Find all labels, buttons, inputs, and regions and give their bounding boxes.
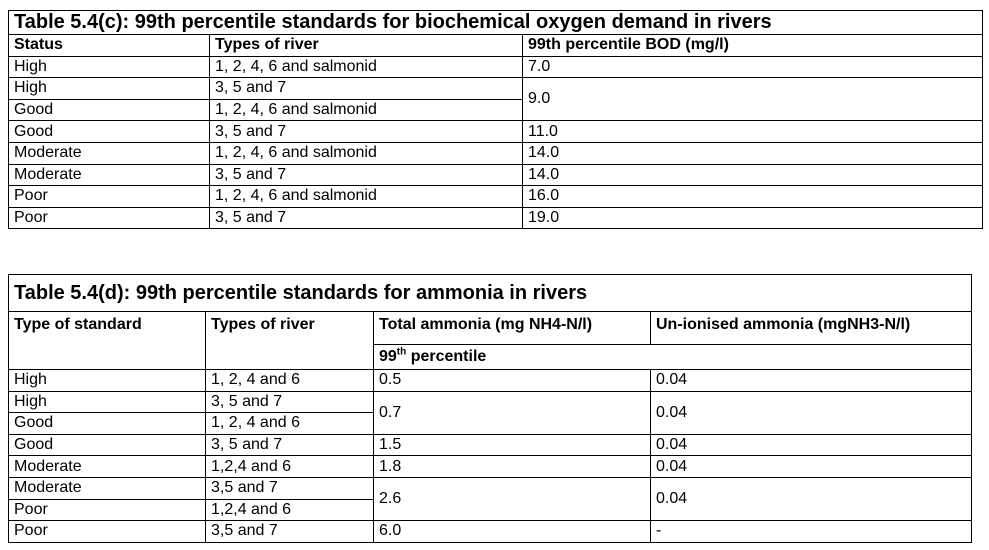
column-header: Status	[8, 34, 210, 57]
unionised-ammonia-cell: 0.04	[650, 369, 972, 392]
bod-value-cell: 14.0	[522, 163, 983, 187]
percentile-label: percentile	[406, 348, 487, 365]
table-title: Table 5.4(d): 99th percentile standards …	[8, 274, 972, 312]
status-cell: Good	[8, 98, 210, 122]
table-row: Poor 1, 2, 4, 6 and salmonid 16.0	[8, 185, 983, 208]
table-row: Poor 3,5 and 7 6.0 -	[8, 520, 972, 543]
total-ammonia-cell: 1.8	[373, 455, 651, 478]
status-cell: High	[8, 390, 206, 414]
status-cell: Good	[8, 120, 210, 143]
status-cell: Poor	[8, 498, 206, 522]
table-row: High 3, 5 and 7 9.0	[8, 77, 983, 122]
percentile-number: 99	[379, 348, 397, 365]
river-type-cell: 1, 2, 4, 6 and salmonid	[209, 185, 523, 208]
table-row: High 1, 2, 4, 6 and salmonid 7.0	[8, 55, 983, 79]
table-row: High 1, 2, 4 and 6 0.5 0.04	[8, 369, 972, 392]
percentile-suffix: th	[396, 346, 407, 358]
status-cell: Poor	[8, 185, 210, 208]
table-row: Good 3, 5 and 7 11.0	[8, 120, 983, 143]
status-cell: Moderate	[8, 163, 210, 187]
status-cell: Moderate	[8, 141, 210, 165]
table-row: Moderate 3,5 and 7 2.6 0.04	[8, 476, 972, 522]
table-row: Poor 3, 5 and 7 19.0	[8, 206, 983, 230]
river-type-cell: 3, 5 and 7	[209, 206, 523, 230]
table-row: Poor 1,2,4 and 6	[8, 498, 972, 522]
bod-value-cell: 16.0	[522, 185, 983, 208]
bod-value-cell: 7.0	[522, 55, 983, 79]
bod-value-cell: 9.0	[522, 77, 983, 122]
unionised-ammonia-cell: 0.04	[650, 476, 972, 522]
river-type-cell: 3,5 and 7	[205, 476, 374, 500]
river-type-cell: 1, 2, 4, 6 and salmonid	[209, 141, 523, 165]
ammonia-table: Table 5.4(d): 99th percentile standards …	[8, 274, 972, 543]
river-type-cell: 1,2,4 and 6	[205, 498, 374, 522]
unionised-ammonia-cell: 0.04	[650, 455, 972, 478]
table-row: Good 3, 5 and 7 1.5 0.04	[8, 433, 972, 457]
status-cell: Poor	[8, 206, 210, 230]
status-cell: Moderate	[8, 455, 206, 478]
column-header: 99th percentile BOD (mg/l)	[522, 34, 983, 57]
percentile-subheader: 99th percentile	[373, 344, 972, 370]
status-cell: Moderate	[8, 476, 206, 500]
bod-value-cell: 14.0	[522, 141, 983, 165]
river-type-cell: 1, 2, 4 and 6	[205, 369, 374, 392]
column-header: Total ammonia (mg NH4-N/l)	[373, 311, 651, 345]
river-type-cell: 3, 5 and 7	[209, 77, 523, 100]
bod-value-cell: 11.0	[522, 120, 983, 143]
total-ammonia-cell: 0.5	[373, 369, 651, 392]
total-ammonia-cell: 0.7	[373, 390, 651, 435]
status-cell: Good	[8, 412, 206, 435]
river-type-cell: 1, 2, 4 and 6	[205, 412, 374, 435]
column-header: Type of standard	[8, 311, 206, 370]
column-header: Types of river	[209, 34, 523, 57]
status-cell: High	[8, 369, 206, 392]
status-cell: Good	[8, 433, 206, 457]
table-row: High 3, 5 and 7 0.7 0.04	[8, 390, 972, 435]
status-cell: Poor	[8, 520, 206, 543]
table-title: Table 5.4(c): 99th percentile standards …	[8, 10, 983, 35]
river-type-cell: 1, 2, 4, 6 and salmonid	[209, 55, 523, 79]
unionised-ammonia-cell: 0.04	[650, 433, 972, 457]
status-cell: High	[8, 55, 210, 79]
river-type-cell: 1,2,4 and 6	[205, 455, 374, 478]
table-row: Moderate 3, 5 and 7 14.0	[8, 163, 983, 187]
total-ammonia-cell: 2.6	[373, 476, 651, 522]
river-type-cell: 3, 5 and 7	[205, 433, 374, 457]
table-row: Moderate 1,2,4 and 6 1.8 0.04	[8, 455, 972, 478]
column-header: Un-ionised ammonia (mgNH3-N/l)	[650, 311, 972, 345]
status-cell: High	[8, 77, 210, 100]
unionised-ammonia-cell: -	[650, 520, 972, 543]
total-ammonia-cell: 1.5	[373, 433, 651, 457]
unionised-ammonia-cell: 0.04	[650, 390, 972, 435]
bod-table: Table 5.4(c): 99th percentile standards …	[8, 10, 983, 230]
bod-value-cell: 19.0	[522, 206, 983, 230]
river-type-cell: 3, 5 and 7	[209, 120, 523, 143]
river-type-cell: 3,5 and 7	[205, 520, 374, 543]
river-type-cell: 1, 2, 4, 6 and salmonid	[209, 98, 523, 122]
river-type-cell: 3, 5 and 7	[205, 390, 374, 414]
table-row: Moderate 1, 2, 4, 6 and salmonid 14.0	[8, 141, 983, 165]
column-header: Types of river	[205, 311, 374, 370]
total-ammonia-cell: 6.0	[373, 520, 651, 543]
river-type-cell: 3, 5 and 7	[209, 163, 523, 187]
